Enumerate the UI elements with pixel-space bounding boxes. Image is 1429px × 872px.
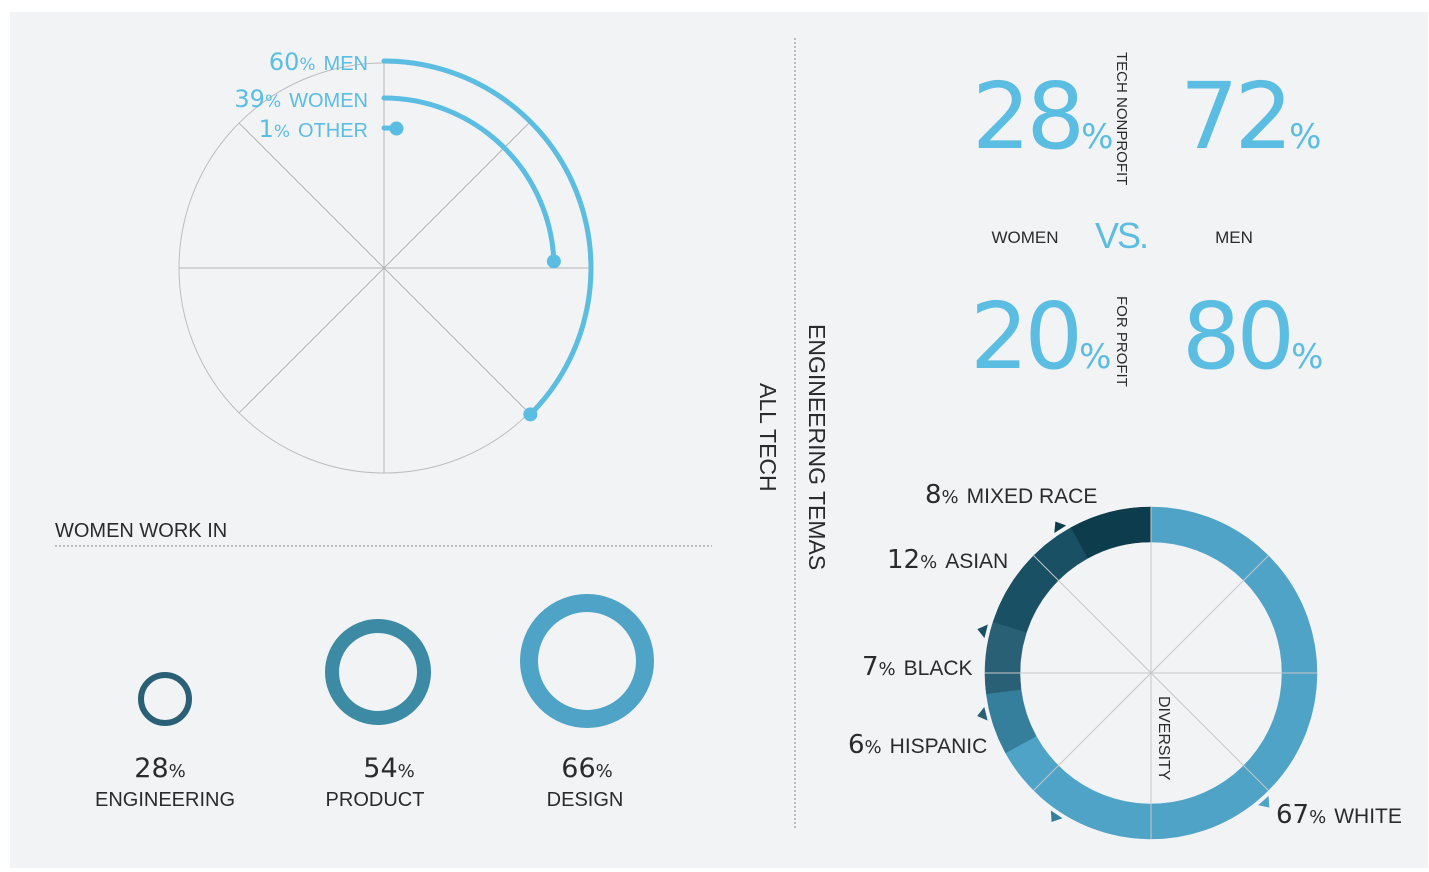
vs-label: VS. (1095, 215, 1147, 256)
gender-radial-chart: 60% MEN 39% WOMEN 1% OTHER (178, 48, 594, 474)
comparison-block: 28% 72% TECH NONPROFIT WOMEN VS. MEN 20%… (970, 52, 1326, 390)
white-pct: % (1309, 807, 1326, 828)
label-black: 7% BLACK (862, 652, 973, 682)
gender-women-pct: % (265, 92, 281, 112)
ring-engineering (138, 672, 192, 726)
forprofit-women-number: 20 (970, 283, 1079, 390)
forprofit-men-number: 80 (1182, 283, 1291, 390)
ring-engineering-value-text: 28% (134, 753, 185, 784)
women-work-in-section: WOMEN WORK IN 28% ENGINEERING 54% PRODUC… (55, 520, 712, 811)
women-work-in-heading: WOMEN WORK IN (55, 520, 227, 542)
black-name: BLACK (904, 657, 973, 680)
radial-spoke (238, 122, 530, 414)
ring-engineering-value: 28 (134, 753, 168, 784)
radial-arc-men (381, 58, 594, 417)
ring-product (325, 619, 431, 725)
radial-arc-end-men (523, 407, 538, 422)
asian-value: 12 (887, 545, 920, 575)
ring-design-value-text: 66% (561, 753, 612, 784)
mixed-race-pct: % (942, 487, 959, 508)
gender-label-other: 1% OTHER (259, 115, 368, 143)
donut-segments (984, 506, 1318, 840)
mixed-race-name: MIXED RACE (967, 485, 1098, 508)
forprofit-women-value: 20% (970, 283, 1110, 390)
gender-other-value: 1 (259, 115, 274, 143)
forprofit-women-pct: % (1079, 337, 1110, 377)
white-value: 67 (1276, 800, 1309, 830)
donut-pointer-mixed-race (1054, 521, 1067, 533)
women-label: WOMEN (991, 228, 1058, 247)
donut-pointer-asian (977, 624, 988, 639)
ring-design-value: 66 (561, 753, 595, 784)
gender-other-pct: % (274, 122, 290, 142)
asian-name: ASIAN (945, 550, 1008, 573)
donut-grid-line (1033, 555, 1269, 791)
donut-segment-white (1005, 506, 1318, 840)
asian-pct: % (920, 552, 937, 573)
donut-grid (985, 507, 1317, 839)
svg-text:39%WOMEN: 39% WOMEN (234, 85, 368, 113)
nonprofit-men-pct: % (1289, 117, 1320, 157)
black-value: 7 (862, 652, 879, 682)
gender-women-label: WOMEN (289, 90, 368, 112)
gender-women-value: 39 (234, 85, 265, 113)
diversity-vertical-label: DIVERSITY (1155, 696, 1172, 781)
label-asian: 12% ASIAN (887, 545, 1008, 575)
forprofit-men-value: 80% (1182, 283, 1322, 390)
hispanic-name: HISPANIC (890, 735, 988, 758)
gender-other-label: OTHER (298, 120, 368, 142)
forprofit-vertical-label: FOR PROFIT (1113, 296, 1130, 387)
ring-engineering-label: ENGINEERING (95, 789, 235, 811)
mixed-race-value: 8 (925, 480, 942, 510)
donut-pointer-hispanic (1050, 810, 1063, 822)
radial-arc-women (381, 95, 557, 264)
donut-pointer-white (1258, 796, 1270, 808)
donut-segment-black (984, 621, 1027, 695)
white-name: WHITE (1334, 805, 1402, 828)
hispanic-value: 6 (848, 730, 865, 760)
ring-product-label: PRODUCT (326, 789, 425, 811)
nonprofit-women-number: 28 (972, 63, 1081, 170)
gender-men-value: 60 (269, 48, 300, 76)
donut-pointer-black (977, 707, 988, 721)
men-label: MEN (1215, 228, 1253, 247)
label-hispanic: 6% HISPANIC (848, 730, 987, 760)
radial-arcs (381, 58, 594, 422)
hispanic-pct: % (865, 737, 882, 758)
gender-label-men: 60% MEN (269, 48, 368, 76)
label-mixed-race: 8% MIXED RACE (925, 480, 1097, 510)
donut-pointers (977, 521, 1270, 822)
nonprofit-men-number: 72 (1180, 63, 1289, 170)
gender-label-women: 39% WOMEN (234, 85, 368, 113)
ring-engineering-pct: % (169, 761, 186, 782)
label-white: 67% WHITE (1276, 800, 1402, 830)
radial-grid-spokes (179, 63, 589, 473)
background-panel (10, 12, 1428, 868)
nonprofit-women-pct: % (1081, 117, 1112, 157)
gender-men-label: MEN (324, 53, 368, 75)
all-tech-vertical-label: ALL TECH (755, 383, 781, 492)
ring-product-value: 54 (363, 753, 397, 784)
nonprofit-vertical-label: TECH NONPROFIT (1113, 52, 1130, 185)
svg-text:1%OTHER: 1% OTHER (259, 115, 368, 143)
ring-design-pct: % (596, 761, 613, 782)
ring-product-value-text: 54% (363, 753, 414, 784)
ring-design-label: DESIGN (547, 789, 624, 811)
black-pct: % (879, 659, 896, 680)
ring-product-pct: % (398, 761, 415, 782)
forprofit-men-pct: % (1291, 337, 1322, 377)
svg-text:60%MEN: 60% MEN (269, 48, 368, 76)
gender-men-pct: % (299, 55, 315, 75)
diversity-donut-chart: DIVERSITY 8% MIXED RACE 12% ASIAN 7% BLACK … (848, 480, 1402, 840)
ring-design (520, 594, 654, 728)
engineering-vertical-label: ENGINEERING TEMAS (804, 324, 830, 570)
radial-arc-end-women (546, 254, 561, 269)
radial-arc-end-other (389, 121, 404, 136)
